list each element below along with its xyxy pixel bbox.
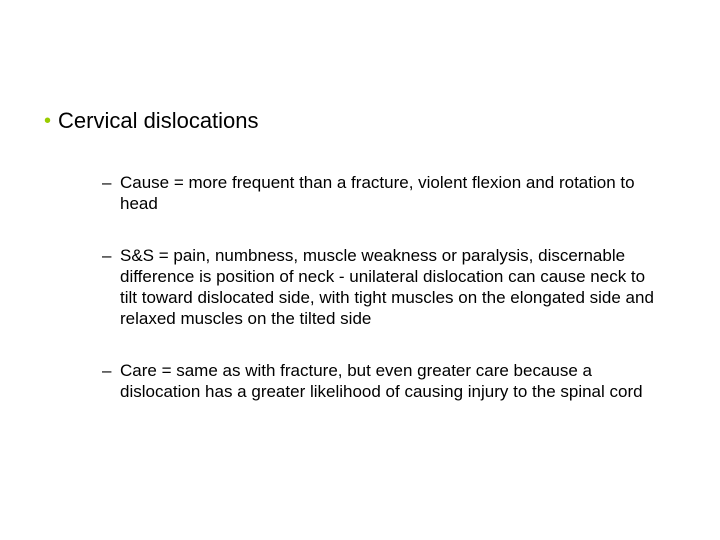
dash-icon: – (102, 245, 111, 266)
dash-icon: – (102, 172, 111, 193)
list-item-text: S&S = pain, numbness, muscle weakness or… (120, 246, 654, 329)
sub-bullet-list: – Cause = more frequent than a fracture,… (120, 172, 660, 432)
list-item: – S&S = pain, numbness, muscle weakness … (120, 245, 660, 330)
slide: • Cervical dislocations – Cause = more f… (0, 0, 720, 540)
list-item-text: Care = same as with fracture, but even g… (120, 361, 643, 401)
slide-title: Cervical dislocations (58, 108, 259, 133)
list-item: – Cause = more frequent than a fracture,… (120, 172, 660, 215)
bullet-icon: • (44, 109, 51, 133)
list-item-text: Cause = more frequent than a fracture, v… (120, 173, 635, 213)
dash-icon: – (102, 360, 111, 381)
main-bullet: • Cervical dislocations (58, 108, 259, 134)
list-item: – Care = same as with fracture, but even… (120, 360, 660, 403)
